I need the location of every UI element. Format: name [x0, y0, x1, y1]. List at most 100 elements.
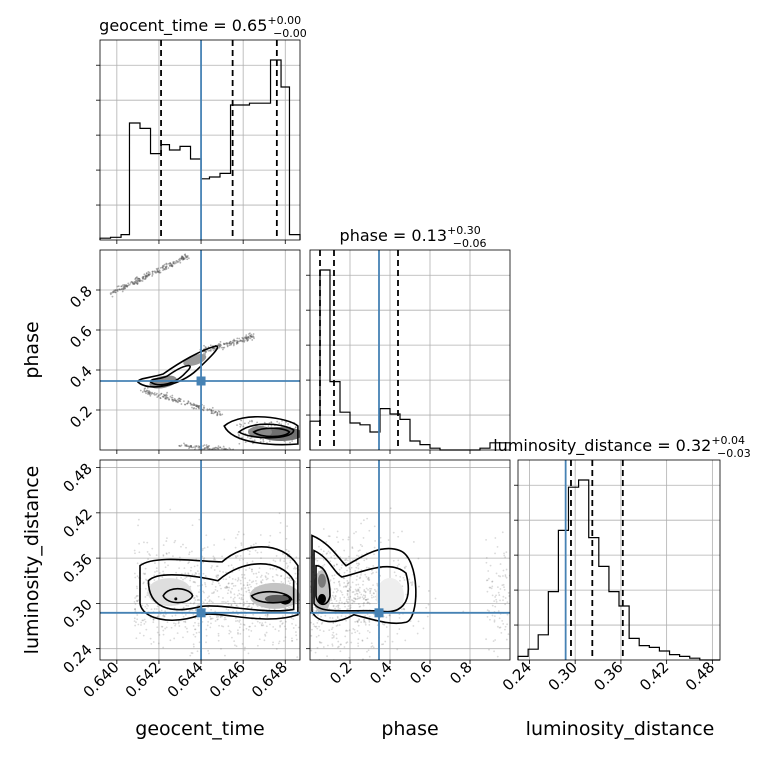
sample-point	[183, 400, 185, 403]
sample-point	[239, 619, 241, 622]
sample-point	[291, 614, 294, 616]
sample-point	[208, 595, 210, 598]
sample-point	[219, 414, 222, 417]
sample-point	[187, 400, 190, 403]
sample-point	[163, 265, 165, 268]
sample-point	[249, 334, 251, 337]
sample-point	[216, 412, 219, 414]
sample-point	[203, 447, 206, 450]
sample-point	[273, 608, 276, 611]
sample-point	[183, 567, 186, 570]
sample-point	[244, 587, 247, 589]
sample-point	[137, 623, 140, 626]
sample-point	[140, 624, 142, 626]
sample-point	[209, 447, 211, 450]
sample-point	[116, 290, 119, 293]
sample-point	[239, 579, 242, 582]
sample-point	[168, 265, 171, 267]
sample-point	[361, 639, 364, 642]
sample-point	[128, 283, 131, 286]
sample-point	[283, 560, 286, 563]
sample-point	[286, 576, 289, 579]
sample-point	[268, 608, 271, 611]
sample-point	[357, 645, 360, 647]
sample-point	[155, 392, 158, 395]
sample-point	[412, 541, 415, 543]
sample-point	[211, 347, 214, 350]
sample-point	[245, 338, 248, 340]
sample-point	[250, 585, 252, 588]
sample-point	[222, 571, 225, 573]
sample-point	[186, 258, 189, 261]
sample-point	[295, 638, 298, 641]
sample-point	[146, 393, 149, 395]
sample-point	[222, 348, 224, 351]
sample-point	[366, 598, 369, 601]
sample-point	[137, 518, 140, 521]
sample-point	[188, 447, 190, 450]
y-axis-label-luminosity_distance: luminosity_distance	[21, 466, 43, 655]
sample-point	[140, 621, 143, 624]
contour-line	[252, 427, 291, 438]
sample-point	[183, 442, 185, 445]
title-err-minus: −0.06	[453, 237, 487, 250]
y-axis-label-phase: phase	[21, 321, 43, 378]
sample-point	[363, 601, 365, 604]
y-tick-label: 0.42	[59, 505, 95, 541]
sample-point	[493, 600, 496, 602]
sample-point	[331, 602, 334, 605]
sample-point	[213, 569, 216, 571]
sample-point	[373, 546, 376, 549]
sample-point	[346, 598, 348, 601]
sample-point	[173, 262, 176, 265]
sample-point	[135, 585, 138, 588]
title-err-minus: −0.00	[273, 27, 307, 40]
sample-point	[259, 576, 262, 578]
sample-point	[340, 567, 343, 569]
sample-point	[240, 596, 243, 599]
sample-point	[194, 446, 197, 449]
sample-point	[315, 609, 318, 612]
sample-point	[494, 552, 496, 555]
sample-point	[291, 440, 294, 442]
sample-point	[134, 608, 136, 610]
sample-point	[337, 608, 340, 611]
sample-point	[156, 271, 158, 274]
sample-point	[315, 635, 318, 638]
sample-point	[491, 580, 494, 583]
sample-point	[289, 561, 292, 564]
sample-point	[372, 564, 375, 567]
sample-point	[485, 579, 488, 582]
sample-point	[203, 344, 205, 347]
sample-point	[233, 339, 236, 342]
sample-point	[146, 579, 148, 582]
sample-point	[339, 590, 342, 592]
title-err-plus: +0.30	[447, 224, 481, 237]
sample-point	[352, 599, 354, 602]
sample-point	[294, 426, 297, 429]
sample-point	[362, 583, 364, 586]
sample-point	[278, 640, 281, 643]
sample-point	[232, 339, 235, 342]
sample-point	[196, 406, 199, 408]
sample-point	[190, 566, 193, 569]
sample-point	[356, 593, 359, 595]
sample-point	[184, 403, 187, 406]
sample-point	[368, 529, 371, 532]
sample-point	[387, 635, 389, 638]
sample-point	[256, 551, 259, 554]
sample-point	[217, 343, 220, 345]
sample-point	[167, 564, 169, 567]
sample-point	[222, 445, 225, 448]
sample-point	[291, 639, 294, 642]
sample-point	[358, 577, 361, 580]
sample-point	[357, 624, 360, 627]
sample-point	[502, 599, 504, 602]
sample-point	[238, 597, 241, 600]
sample-point	[246, 336, 249, 339]
sample-point	[158, 634, 161, 636]
sample-point	[223, 343, 225, 345]
sample-point	[495, 600, 498, 603]
sample-point	[368, 619, 371, 622]
sample-point	[115, 289, 117, 292]
